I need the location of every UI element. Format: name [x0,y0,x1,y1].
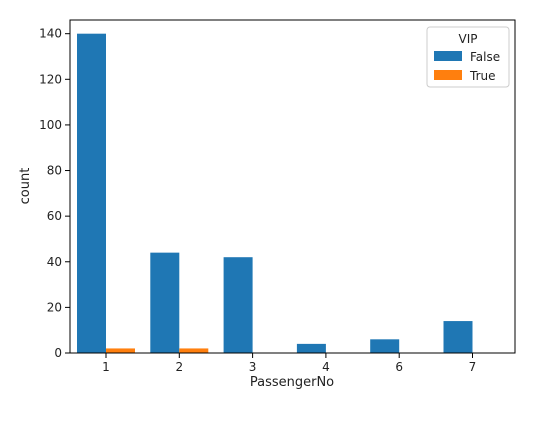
x-tick-label: 2 [175,360,183,374]
bar-false-6 [370,339,400,353]
y-tick-label: 60 [47,209,62,223]
legend-swatch-false [434,51,462,61]
bars-group [77,33,473,353]
bar-false-3 [223,257,253,353]
legend: VIP False True [426,26,510,88]
legend-label-false: False [470,50,500,64]
legend-swatch-true [434,70,462,80]
x-axis: 1 2 3 4 6 7 [102,353,476,374]
bar-true-1 [106,348,135,353]
y-tick-label: 40 [47,255,62,269]
bar-false-2 [150,252,180,353]
plot-frame [69,19,516,354]
bar-true-2 [179,348,209,353]
x-tick-label: 6 [395,360,403,374]
legend-label-true: True [469,69,496,83]
x-tick-label: 4 [322,360,330,374]
y-tick-label: 20 [47,300,62,314]
y-axis-label: count [18,168,33,205]
x-tick-label: 1 [102,360,110,374]
legend-title: VIP [459,32,478,46]
bar-false-7 [443,321,473,353]
bar-false-4 [296,343,326,353]
y-tick-label: 80 [47,164,62,178]
y-tick-label: 0 [54,346,62,360]
x-axis-label: PassengerNo [250,375,334,390]
y-tick-label: 120 [39,72,62,86]
x-tick-label: 3 [249,360,257,374]
y-tick-label: 140 [39,27,62,41]
x-tick-label: 7 [469,360,477,374]
y-axis: 0 20 40 60 80 100 120 140 [39,27,70,360]
bar-false-1 [77,33,106,353]
y-tick-label: 100 [39,118,62,132]
